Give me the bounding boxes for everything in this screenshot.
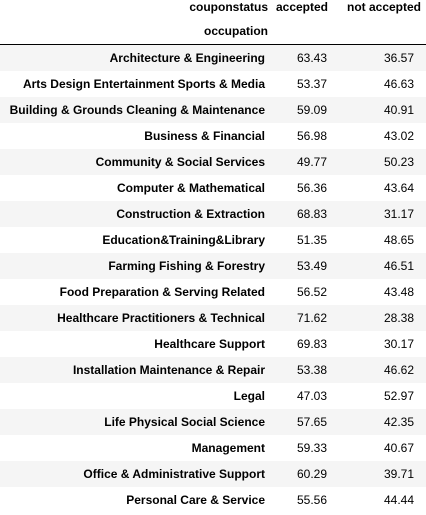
row-label-occupation: Farming Fishing & Forestry	[108, 259, 265, 273]
row-label-occupation: Building & Grounds Cleaning & Maintenanc…	[9, 103, 265, 117]
row-label-occupation: Installation Maintenance & Repair	[72, 363, 265, 377]
row-label-occupation: Computer & Mathematical	[116, 181, 265, 195]
row-label-occupation: Food Preparation & Serving Related	[59, 285, 265, 299]
column-header-row: couponstatus accepted not accepted	[0, 0, 426, 18]
row-label-occupation: Business & Financial	[144, 129, 265, 143]
cell-accepted: 63.43	[296, 51, 327, 65]
index-header-blank-accepted	[273, 18, 333, 45]
cell-accepted: 57.65	[296, 415, 327, 429]
index-name-header: occupation	[0, 18, 273, 45]
cell-accepted: 53.37	[296, 77, 327, 91]
cell-accepted: 56.52	[296, 285, 327, 299]
cell-not-accepted: 43.02	[383, 129, 414, 143]
index-header-blank-not-accepted	[333, 18, 426, 45]
table-row: Installation Maintenance & Repair 53.38 46…	[0, 357, 426, 383]
cell-accepted: 68.83	[296, 207, 327, 221]
cell-accepted: 53.38	[296, 363, 327, 377]
cell-not-accepted: 46.62	[383, 363, 414, 377]
table-row: Personal Care & Service 55.56 44.44	[0, 487, 426, 513]
cell-not-accepted: 36.57	[383, 51, 414, 65]
table-header: couponstatus accepted not accepted occup…	[0, 0, 426, 45]
cell-not-accepted: 28.38	[383, 311, 414, 325]
row-label-occupation: Healthcare Practitioners & Technical	[57, 311, 265, 325]
cell-accepted: 55.56	[296, 493, 327, 507]
row-label-occupation: Arts Design Entertainment Sports & Media	[22, 77, 265, 91]
row-label-occupation: Architecture & Engineering	[109, 51, 265, 65]
cell-accepted: 49.77	[296, 155, 327, 169]
table-row: Office & Administrative Support 60.29 39.7…	[0, 461, 426, 487]
cell-not-accepted: 31.17	[383, 207, 414, 221]
cell-accepted: 59.33	[296, 441, 327, 455]
table-row: Legal 47.03 52.97	[0, 383, 426, 409]
table-row: Construction & Extraction 68.83 31.17	[0, 201, 426, 227]
cell-not-accepted: 42.35	[383, 415, 414, 429]
row-label-occupation: Office & Administrative Support	[83, 467, 265, 481]
cell-not-accepted: 43.48	[383, 285, 414, 299]
table-row: Healthcare Practitioners & Technical 71.6…	[0, 305, 426, 331]
row-label-occupation: Management	[191, 441, 265, 455]
cell-accepted: 71.62	[296, 311, 327, 325]
cell-not-accepted: 44.44	[383, 493, 414, 507]
row-label-occupation: Education&Training&Library	[102, 233, 265, 247]
row-label-occupation: Community & Social Services	[95, 155, 265, 169]
table-row: Building & Grounds Cleaning & Maintenanc…	[0, 97, 426, 123]
row-label-occupation: Life Physical Social Science	[104, 415, 265, 429]
column-header-accepted: accepted	[275, 0, 328, 14]
cell-not-accepted: 40.67	[383, 441, 414, 455]
table-row: Architecture & Engineering 63.43 36.57	[0, 44, 426, 71]
cell-not-accepted: 39.71	[383, 467, 414, 481]
cell-accepted: 69.83	[296, 337, 327, 351]
cell-accepted: 56.36	[296, 181, 327, 195]
cell-not-accepted: 30.17	[383, 337, 414, 351]
cell-accepted: 51.35	[296, 233, 327, 247]
cell-not-accepted: 50.23	[383, 155, 414, 169]
cell-accepted: 59.09	[296, 103, 327, 117]
table-body: Architecture & Engineering 63.43 36.57 Arts…	[0, 44, 426, 513]
cell-accepted: 53.49	[296, 259, 327, 273]
table-row: Life Physical Social Science 57.65 42.35	[0, 409, 426, 435]
cell-not-accepted: 46.63	[383, 77, 414, 91]
cell-not-accepted: 46.51	[383, 259, 414, 273]
table-row: Community & Social Services 49.77 50.23	[0, 149, 426, 175]
table-row: Management 59.33 40.67	[0, 435, 426, 461]
column-header-not-accepted: not accepted	[346, 0, 421, 14]
cell-not-accepted: 40.91	[383, 103, 414, 117]
cell-accepted: 60.29	[296, 467, 327, 481]
cell-accepted: 47.03	[296, 389, 327, 403]
cell-not-accepted: 43.64	[383, 181, 414, 195]
columns-name-header: couponstatus	[189, 0, 268, 14]
table-row: Farming Fishing & Forestry 53.49 46.51	[0, 253, 426, 279]
row-label-occupation: Construction & Extraction	[116, 207, 265, 221]
row-label-occupation: Personal Care & Service	[126, 493, 265, 507]
table-row: Arts Design Entertainment Sports & Media…	[0, 71, 426, 97]
index-header-row: occupation	[0, 18, 426, 45]
cell-accepted: 56.98	[296, 129, 327, 143]
table-row: Business & Financial 56.98 43.02	[0, 123, 426, 149]
row-label-occupation: Legal	[233, 389, 265, 403]
cell-not-accepted: 52.97	[383, 389, 414, 403]
table-row: Healthcare Support 69.83 30.17	[0, 331, 426, 357]
table-row: Food Preparation & Serving Related 56.52 4…	[0, 279, 426, 305]
cell-not-accepted: 48.65	[383, 233, 414, 247]
table-row: Education&Training&Library 51.35 48.65	[0, 227, 426, 253]
row-label-occupation: Healthcare Support	[154, 337, 265, 351]
table-row: Computer & Mathematical 56.36 43.64	[0, 175, 426, 201]
